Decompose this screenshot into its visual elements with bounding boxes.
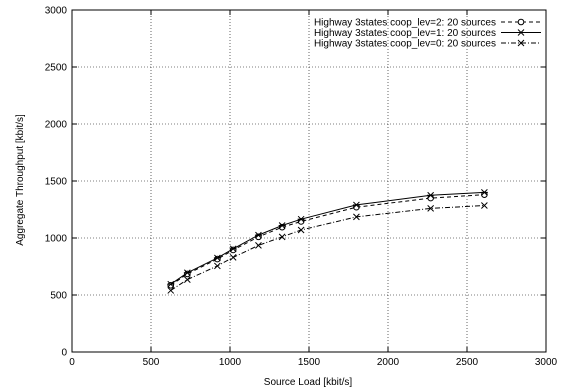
series-line	[170, 205, 485, 291]
x-tick-label: 1000	[219, 357, 242, 368]
marker-x-b	[481, 202, 488, 209]
marker-x-b	[517, 39, 525, 47]
x-axis-label: Source Load [kbit/s]	[264, 377, 353, 388]
data-point	[278, 222, 286, 229]
data-point	[297, 215, 305, 223]
data-point	[167, 287, 175, 294]
axis-ticks: 0 500 1000 1500 2000 2500 3000 0 500 1000 1500 2000…	[45, 6, 558, 369]
data-point	[427, 205, 435, 212]
marker-x-b	[353, 213, 360, 221]
x-tick-label: 3000	[535, 357, 558, 368]
legend-marker	[517, 29, 525, 36]
y-tick-label: 500	[50, 291, 67, 302]
y-tick-label: 2000	[45, 120, 68, 131]
marker-circle	[427, 194, 434, 202]
grid-lines	[72, 10, 546, 352]
data-series	[167, 189, 488, 294]
legend: Highway 3states coop_lev=2: 20 sourcesHi…	[314, 18, 541, 50]
legend-marker	[517, 39, 525, 47]
data-point	[278, 233, 286, 241]
series-line	[170, 194, 485, 286]
x-tick-label: 2000	[377, 357, 400, 368]
y-tick-label: 3000	[45, 6, 68, 17]
y-axis-label: Aggregate Throughput [kbit/s]	[15, 114, 26, 246]
marker-x-b	[183, 276, 191, 283]
series-1	[167, 189, 488, 288]
y-tick-label: 2500	[45, 63, 68, 74]
data-point	[183, 276, 191, 283]
data-point	[297, 226, 305, 234]
legend-item-1: Highway 3states coop_lev=1: 20 sources	[314, 28, 541, 39]
marker-x-b	[297, 226, 305, 234]
data-point	[480, 189, 488, 196]
data-point	[353, 213, 360, 221]
legend-label: Highway 3states coop_lev=2: 20 sources	[314, 18, 496, 29]
data-point	[254, 231, 262, 239]
data-point	[183, 269, 191, 277]
data-point	[352, 201, 360, 209]
marker-x-b	[427, 205, 435, 212]
x-tick-label: 2500	[456, 357, 479, 368]
data-point	[214, 262, 221, 270]
y-tick-label: 1000	[45, 234, 68, 245]
data-point	[229, 254, 237, 261]
legend-label: Highway 3states coop_lev=0: 20 sources	[314, 39, 496, 50]
legend-item-0: Highway 3states coop_lev=2: 20 sources	[314, 18, 541, 29]
marker-x-b	[255, 242, 262, 249]
y-tick-label: 0	[61, 348, 67, 359]
data-point	[213, 254, 221, 262]
marker-x-b	[229, 254, 237, 261]
legend-item-2: Highway 3states coop_lev=0: 20 sources	[314, 39, 541, 50]
marker-x-b	[167, 287, 175, 294]
legend-label: Highway 3states coop_lev=1: 20 sources	[314, 28, 496, 39]
marker-x-b	[278, 233, 286, 241]
series-2	[167, 202, 488, 294]
marker-x-b	[214, 262, 221, 270]
data-point	[255, 242, 262, 249]
data-point	[167, 280, 175, 288]
marker-circle	[517, 18, 525, 26]
x-tick-label: 0	[69, 357, 75, 368]
data-point	[229, 245, 237, 253]
y-tick-label: 1500	[45, 177, 68, 188]
series-line	[170, 191, 485, 285]
series-0	[167, 191, 488, 289]
legend-marker	[517, 18, 525, 26]
data-point	[427, 194, 434, 202]
x-tick-label: 500	[143, 357, 160, 368]
x-tick-label: 1500	[298, 357, 321, 368]
data-point	[481, 202, 488, 209]
data-point	[427, 191, 435, 199]
